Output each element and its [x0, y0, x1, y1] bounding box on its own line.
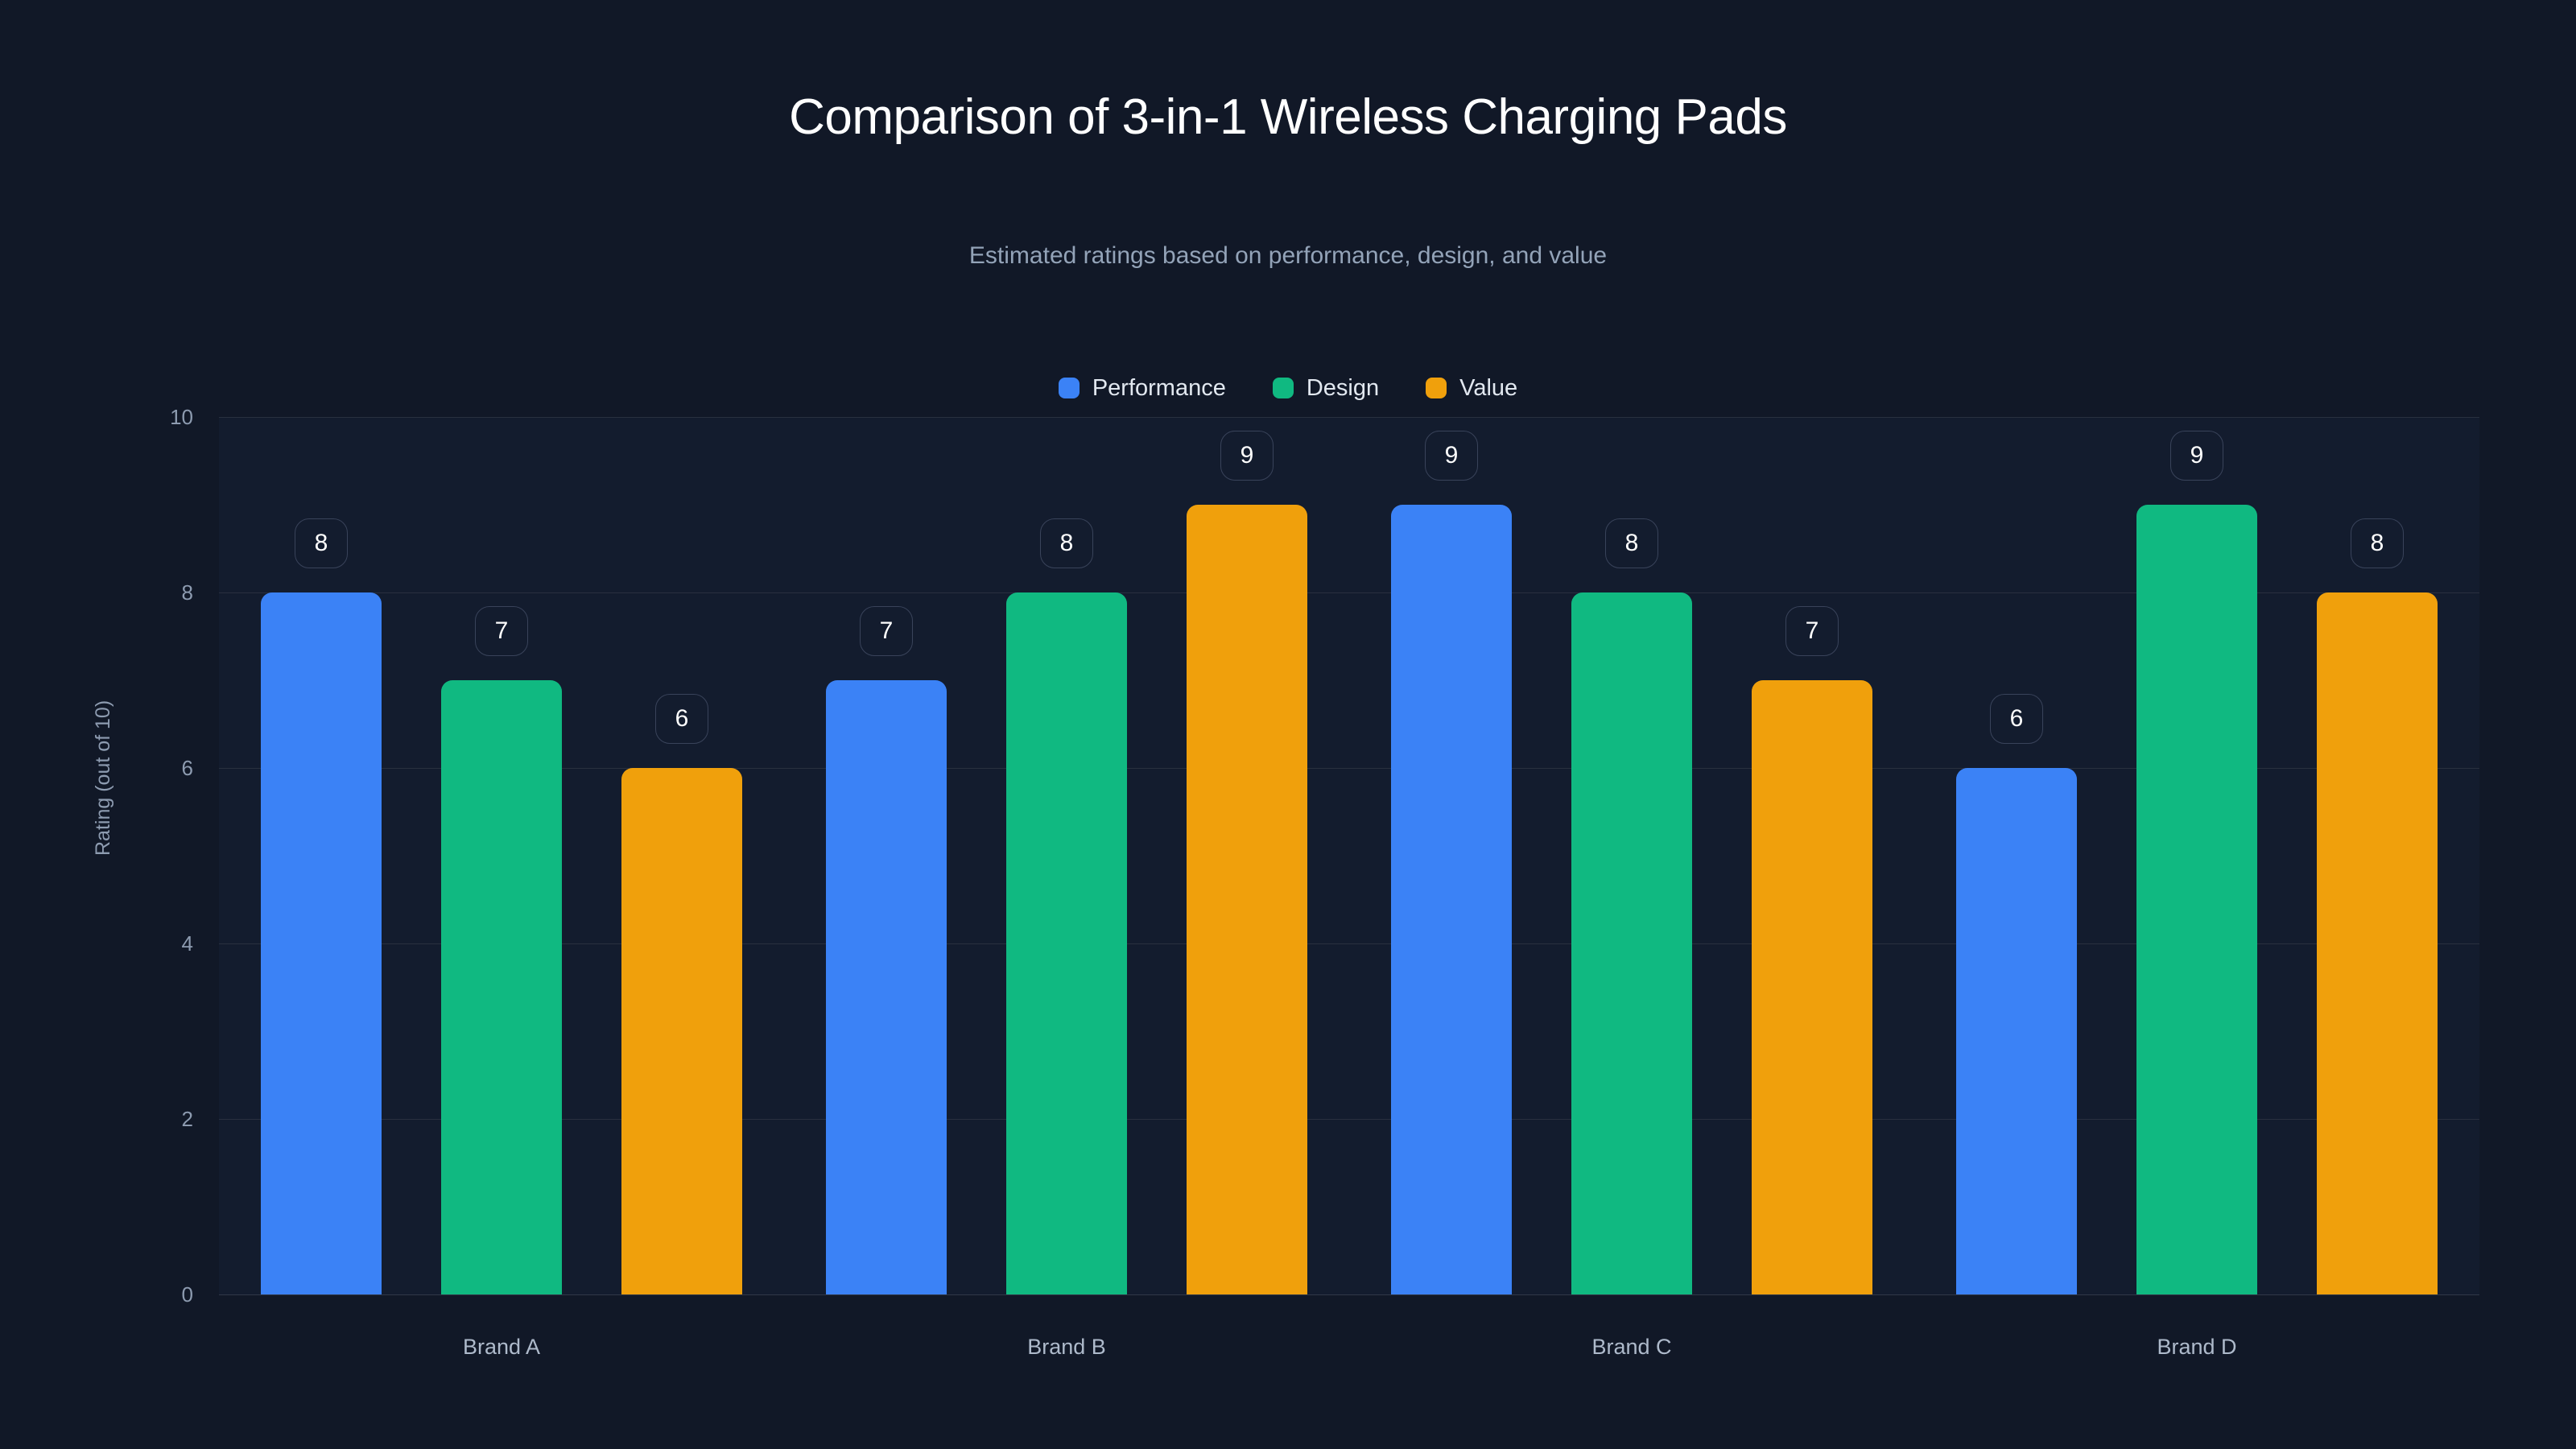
- bar-value-badge: 9: [1425, 431, 1478, 481]
- gridline: [219, 592, 2479, 593]
- bar[interactable]: [1956, 768, 2077, 1294]
- legend-item-label: Design: [1306, 374, 1380, 401]
- y-tick-label: 6: [181, 756, 193, 780]
- y-tick-label: 0: [181, 1282, 193, 1307]
- chart-title: Comparison of 3-in-1 Wireless Charging P…: [789, 89, 1787, 145]
- x-tick-label: Brand B: [1027, 1335, 1106, 1359]
- legend-swatch-icon: [1426, 378, 1447, 398]
- bar[interactable]: [2136, 505, 2257, 1294]
- x-axis-baseline: [219, 1294, 2479, 1295]
- x-tick-label: Brand C: [1591, 1335, 1672, 1359]
- y-tick-label: 4: [181, 931, 193, 956]
- bar[interactable]: [1391, 505, 1512, 1294]
- bar-value-badge: 6: [655, 694, 708, 744]
- bar[interactable]: [1752, 680, 1872, 1294]
- plot-background: [219, 417, 2479, 1294]
- bar-value-badge: 6: [1990, 694, 2043, 744]
- chart-legend: Performance Design Value: [0, 372, 2576, 404]
- bar[interactable]: [1187, 505, 1307, 1294]
- gridline: [219, 1119, 2479, 1120]
- bar[interactable]: [1006, 592, 1127, 1294]
- bar-value-badge: 8: [1605, 518, 1658, 568]
- bar-value-badge: 7: [1785, 606, 1839, 656]
- x-tick-label: Brand A: [462, 1335, 541, 1359]
- gridline: [219, 768, 2479, 769]
- legend-swatch-icon: [1272, 378, 1294, 398]
- bar-value-badge: 7: [860, 606, 913, 656]
- bar[interactable]: [2317, 592, 2438, 1294]
- legend-swatch-icon: [1058, 378, 1080, 398]
- legend-item-label: Value: [1459, 374, 1518, 401]
- legend-item-performance[interactable]: Performance: [1058, 374, 1226, 401]
- bar[interactable]: [1571, 592, 1692, 1294]
- bar[interactable]: [621, 768, 742, 1294]
- bar[interactable]: [441, 680, 562, 1294]
- y-tick-label: 8: [181, 580, 193, 605]
- y-tick-label: 10: [170, 405, 193, 429]
- gridline: [219, 943, 2479, 944]
- bar[interactable]: [261, 592, 382, 1294]
- bar-value-badge: 9: [1220, 431, 1274, 481]
- legend-item-value[interactable]: Value: [1426, 374, 1518, 401]
- bar-value-badge: 8: [295, 518, 348, 568]
- y-tick-label: 2: [181, 1107, 193, 1131]
- chart-subtitle: Estimated ratings based on performance, …: [968, 242, 1608, 269]
- bar-value-badge: 7: [475, 606, 528, 656]
- bar[interactable]: [826, 680, 947, 1294]
- legend-item-label: Performance: [1092, 374, 1226, 401]
- bar-value-badge: 8: [1040, 518, 1093, 568]
- plot-area: [219, 417, 2479, 1295]
- legend-item-design[interactable]: Design: [1272, 374, 1380, 401]
- x-tick-label: Brand D: [2157, 1335, 2237, 1359]
- gridline: [219, 417, 2479, 418]
- bar-value-badge: 8: [2351, 518, 2404, 568]
- bar-value-badge: 9: [2170, 431, 2223, 481]
- y-axis-title: Rating (out of 10): [92, 700, 114, 856]
